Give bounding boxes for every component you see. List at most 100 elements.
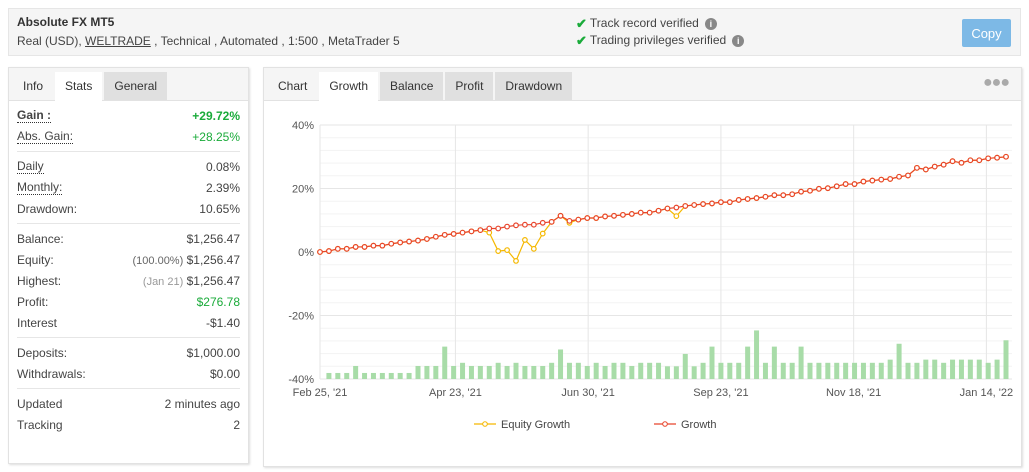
growth-point xyxy=(530,221,537,228)
chart-tabs: Chart Growth Balance Profit Drawdown xyxy=(264,68,1021,101)
stat-daily: Daily 0.08% xyxy=(17,156,240,177)
growth-point xyxy=(994,154,1000,161)
growth-point xyxy=(379,242,386,249)
stat-equity: Equity: (100.00%) $1,256.47 xyxy=(17,249,240,270)
tracking-value: 2 xyxy=(233,417,240,432)
stats-panel: Info Stats General Gain : +29.72% Abs. Ga… xyxy=(8,67,249,464)
highest-value: $1,256.47 xyxy=(186,273,240,288)
info-icon[interactable]: i xyxy=(704,17,717,30)
equity-value: $1,256.47 xyxy=(186,252,240,267)
growth-point xyxy=(958,159,965,166)
tab-profit[interactable]: Profit xyxy=(445,72,494,100)
stat-highest: Highest: (Jan 21) $1,256.47 xyxy=(17,270,240,291)
volume-bar xyxy=(852,362,858,379)
growth-point xyxy=(700,201,706,207)
growth-point xyxy=(432,233,439,240)
volume-bar xyxy=(700,362,706,379)
legend-equity-growth-marker xyxy=(482,421,488,427)
equity-growth-point xyxy=(530,245,537,252)
growth-point xyxy=(664,205,671,212)
interest-value: -$1.40 xyxy=(205,315,240,330)
growth-point xyxy=(575,216,582,223)
more-options-icon[interactable]: ●●● xyxy=(983,74,1010,91)
stat-drawdown: Drawdown: 10.65% xyxy=(17,198,240,219)
legend-growth[interactable]: Growth xyxy=(681,419,716,431)
volume-bar xyxy=(816,362,822,379)
abs-gain-label[interactable]: Abs. Gain: xyxy=(17,129,74,144)
volume-bar xyxy=(896,343,902,379)
equity-growth-point xyxy=(539,230,546,237)
volume-bar xyxy=(370,372,376,379)
trading-privileges-verified: Trading privileges verified xyxy=(589,33,727,47)
stat-balance: Balance: $1,256.47 xyxy=(17,228,240,249)
daily-value: 0.08% xyxy=(205,159,240,174)
growth-point xyxy=(709,200,715,207)
volume-bar xyxy=(905,362,911,379)
stat-deposits: Deposits: $1,000.00 xyxy=(17,342,240,363)
growth-point xyxy=(495,225,502,232)
highest-label: Highest: xyxy=(17,273,62,288)
volume-bar xyxy=(344,372,350,379)
monthly-value: 2.39% xyxy=(205,180,240,195)
tab-info[interactable]: Info xyxy=(23,79,44,93)
y-tick-label: -40% xyxy=(288,374,314,386)
growth-point xyxy=(851,181,858,187)
stats-tabs: Info Stats General xyxy=(9,68,248,101)
tab-chart[interactable]: Chart xyxy=(278,79,308,93)
tab-growth[interactable]: Growth xyxy=(319,72,379,101)
gain-label[interactable]: Gain : xyxy=(17,108,52,123)
stat-tracking: Tracking 2 xyxy=(17,414,240,435)
volume-bar xyxy=(798,346,804,379)
broker-link[interactable]: WELTRADE xyxy=(85,34,151,48)
volume-bar xyxy=(843,362,849,379)
growth-point xyxy=(798,188,804,195)
growth-point xyxy=(842,181,849,187)
growth-point xyxy=(869,177,876,184)
growth-point xyxy=(406,238,412,245)
volume-bar xyxy=(709,346,715,379)
copy-button[interactable]: Copy xyxy=(962,19,1011,47)
drawdown-label: Drawdown: xyxy=(17,201,78,216)
divider xyxy=(17,151,240,152)
growth-point xyxy=(486,225,493,232)
account-type: Real (USD), xyxy=(17,34,86,48)
tab-general[interactable]: General xyxy=(104,72,168,100)
account-details: Real (USD), WELTRADE , Technical , Autom… xyxy=(17,34,400,48)
volume-bar xyxy=(442,346,448,379)
growth-point xyxy=(628,210,635,217)
volume-bar xyxy=(593,362,599,379)
growth-point xyxy=(334,245,341,252)
tab-balance[interactable]: Balance xyxy=(380,72,444,100)
divider xyxy=(17,388,240,389)
growth-point xyxy=(620,211,626,218)
legend-equity-growth[interactable]: Equity Growth xyxy=(501,419,570,431)
equity-growth-point xyxy=(673,213,680,220)
tab-drawdown[interactable]: Drawdown xyxy=(495,72,573,100)
growth-point xyxy=(646,209,653,216)
growth-point xyxy=(931,163,938,170)
equity-growth-point xyxy=(495,248,502,254)
x-tick-label: Sep 23, '21 xyxy=(693,387,748,399)
daily-label[interactable]: Daily xyxy=(17,159,44,174)
volume-bar xyxy=(745,346,751,379)
info-icon[interactable]: i xyxy=(732,34,745,47)
volume-bar xyxy=(771,346,777,379)
equity-growth-line xyxy=(319,156,1007,263)
growth-point xyxy=(370,242,377,249)
growth-point xyxy=(397,239,404,246)
growth-point xyxy=(593,215,600,221)
growth-point xyxy=(584,215,591,221)
tab-stats[interactable]: Stats xyxy=(55,72,103,101)
equity-growth-point xyxy=(513,257,519,264)
stat-interest: Interest -$1.40 xyxy=(17,312,240,333)
growth-point xyxy=(914,164,920,171)
abs-gain-value: +28.25% xyxy=(192,129,240,144)
growth-point xyxy=(441,231,448,238)
interest-label: Interest xyxy=(17,315,58,330)
equity-percent: (100.00%) xyxy=(132,254,184,267)
volume-bar xyxy=(451,365,457,379)
equity-growth-point xyxy=(504,247,510,253)
growth-point xyxy=(352,244,359,250)
volume-bar xyxy=(433,365,439,379)
monthly-label[interactable]: Monthly: xyxy=(17,180,63,195)
